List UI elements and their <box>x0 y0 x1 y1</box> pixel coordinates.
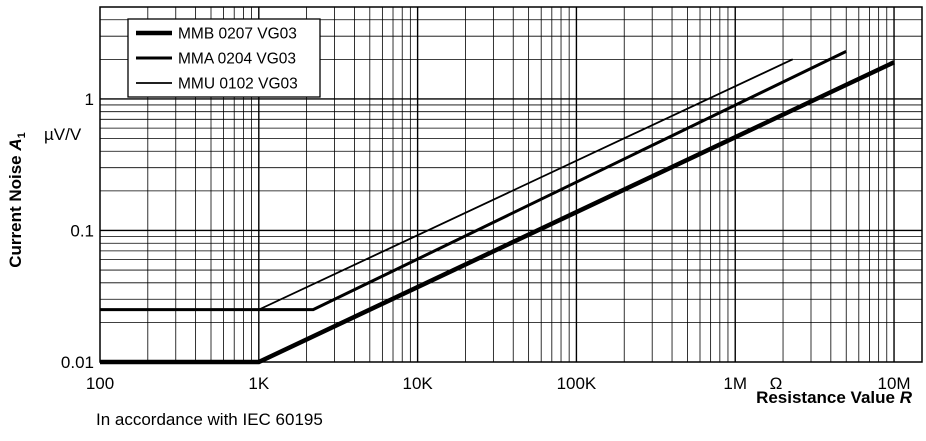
x-tick-label: 1K <box>248 374 269 393</box>
plot-frame <box>99 6 923 363</box>
y-axis-title: Current Noise A1 <box>6 132 28 268</box>
legend-label-mmb: MMB 0207 VG03 <box>178 26 297 43</box>
x-tick-label: 1M <box>723 374 747 393</box>
y-tick-label: 0.01 <box>61 353 94 372</box>
x-tick-label: 100 <box>86 374 114 393</box>
x-axis-title: Resistance Value R <box>756 388 912 407</box>
series-lines <box>100 50 896 365</box>
y-axis-unit: µV/V <box>44 125 82 144</box>
series-line-mmb <box>100 60 896 365</box>
legend-label-mma: MMA 0204 VG03 <box>178 51 296 68</box>
x-tick-label: 10K <box>402 374 433 393</box>
tick-labels: 100 1K 10K 100K 1M 10M 0.01 0.1 1 <box>61 90 911 393</box>
y-tick-label: 0.1 <box>70 221 94 240</box>
y-tick-label: 1 <box>85 90 94 109</box>
x-tick-label: 100K <box>557 374 597 393</box>
x-tick-label: 10M <box>877 374 910 393</box>
footnote: In accordance with IEC 60195 <box>96 410 323 429</box>
x-axis-unit-ohm: Ω <box>770 374 783 393</box>
legend: MMB 0207 VG03 MMA 0204 VG03 MMU 0102 VG0… <box>127 18 321 98</box>
series-line-mmu <box>100 58 794 311</box>
legend-label-mmu: MMU 0102 VG03 <box>178 76 298 93</box>
